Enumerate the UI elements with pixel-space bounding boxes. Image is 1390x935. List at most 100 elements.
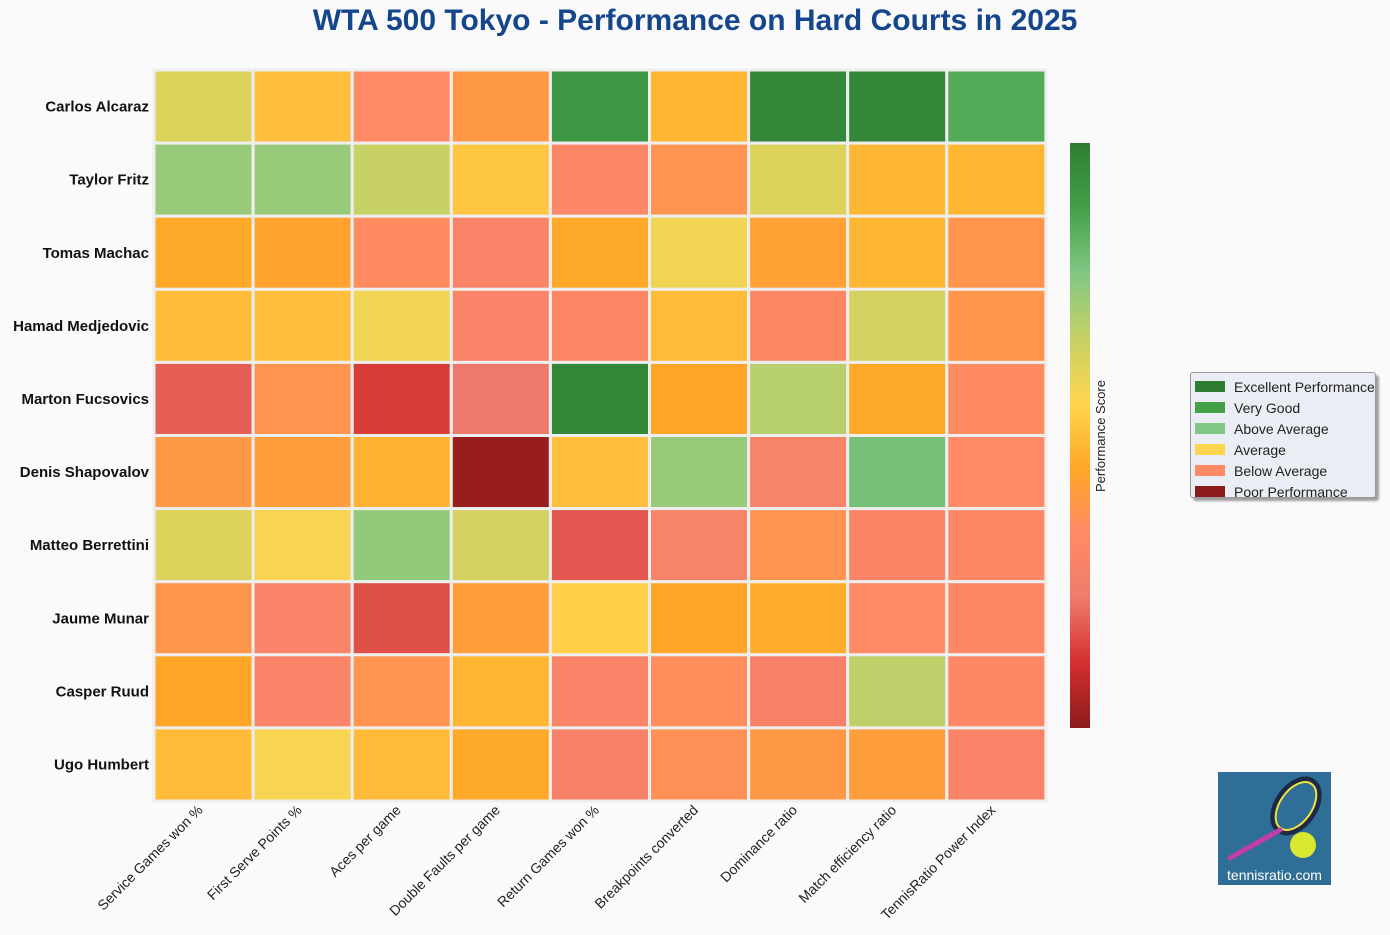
heatmap-cell [449,507,552,584]
heatmap-cell [152,214,255,291]
heatmap-cell [350,287,453,364]
heatmap-cell [350,141,453,218]
column-label: Aces per game [326,802,404,880]
heatmap-cell [251,434,354,511]
column-label: Match efficiency ratio [795,802,899,906]
column-label: First Serve Points % [204,802,305,903]
row-labels: Carlos Alcaraz Taylor Fritz Tomas Machac Ha… [13,99,150,774]
heatmap-cell [449,214,552,291]
heatmap-cell [945,141,1048,218]
heatmap-cell [548,68,652,145]
heatmap-cell [449,434,552,511]
heatmap-cell [747,653,850,730]
heatmap-cell [548,434,652,511]
heatmap-cell [548,287,652,364]
row-label: Hamad Medjedovic [13,318,149,335]
heatmap-cell [747,68,850,145]
row-label: Matteo Berrettini [30,537,149,554]
heatmap-cell [945,507,1048,584]
heatmap-cell [846,507,949,584]
legend-label: Average [1234,441,1286,458]
legend-item: Average [1195,439,1375,460]
legend-item: Poor Performance [1195,481,1375,502]
heatmap-cell [350,360,453,437]
heatmap-cell [747,360,850,437]
heatmap-cell [846,141,949,218]
tennisratio-logo: tennisratio.com [1218,772,1331,885]
heatmap-cell [747,726,850,803]
heatmap-cell [747,507,850,584]
heatmap-cell [648,653,751,730]
heatmap-cell [350,726,453,803]
row-label: Casper Ruud [56,683,149,700]
heatmap-cell [449,726,552,803]
heatmap-cell [251,726,354,803]
row-label: Tomas Machac [43,245,149,262]
heatmap-cell [648,580,751,657]
heatmap-cell [152,726,255,803]
colorbar [1070,143,1090,728]
heatmap-cell [152,580,255,657]
row-label: Marton Fucsovics [21,391,149,408]
heatmap-cell [648,141,751,218]
chart-title: WTA 500 Tokyo - Performance on Hard Cour… [312,4,1078,37]
heatmap-cell [449,68,552,145]
heatmap-cell [251,141,354,218]
column-label: Double Faults per game [386,802,503,919]
heatmap-cell [846,580,949,657]
heatmap-cell [548,141,652,218]
legend-swatch [1195,486,1225,497]
heatmap-cell [152,360,255,437]
row-label: Ugo Humbert [54,756,149,773]
legend-swatch [1195,465,1225,476]
heatmap-cell [350,580,453,657]
legend-label: Above Average [1234,420,1329,437]
tennis-racket-icon [1227,776,1322,861]
heatmap-cell [945,653,1048,730]
row-label: Denis Shapovalov [20,464,150,481]
legend-item: Excellent Performance [1195,376,1375,397]
legend-label: Below Average [1234,462,1328,479]
heatmap-cell [449,360,552,437]
heatmap-cell [449,141,552,218]
column-label: Return Games won % [494,802,602,910]
column-label: Breakpoints converted [591,802,701,912]
heatmap-cell [945,434,1048,511]
heatmap-cell [152,434,255,511]
heatmap-cell [251,580,354,657]
heatmap-cell [846,360,949,437]
heatmap-cell [648,434,751,511]
heatmap-cell [152,141,255,218]
row-label: Jaume Munar [52,610,149,627]
heatmap-cell [747,434,850,511]
legend-swatch [1195,381,1225,392]
heatmap-cell [251,214,354,291]
legend-item: Very Good [1195,397,1375,418]
heatmap-cell [945,580,1048,657]
heatmap-cell [945,214,1048,291]
legend-swatch [1195,423,1225,434]
heatmap-cell [945,68,1048,145]
heatmap-cell [251,287,354,364]
heatmap-cell [945,360,1048,437]
heatmap-cell [548,360,652,437]
heatmap-cell [350,653,453,730]
heatmap-cell [846,726,949,803]
heatmap-cell [747,287,850,364]
heatmap-cell [846,434,949,511]
column-labels: Service Games won %First Serve Points % A… [94,802,998,923]
heatmap-cell [350,214,453,291]
heatmap-cell [648,68,751,145]
heatmap-cell [449,580,552,657]
heatmap-cell [350,507,453,584]
legend-label: Excellent Performance [1234,378,1375,395]
heatmap-cell [548,653,652,730]
row-label: Carlos Alcaraz [45,99,149,116]
heatmap-cell [648,287,751,364]
heatmap-cell [648,214,751,291]
heatmap-cell [152,287,255,364]
heatmap-cell [648,507,751,584]
heatmap-cell [846,68,949,145]
heatmap-cell [548,214,652,291]
heatmap-cell [747,214,850,291]
